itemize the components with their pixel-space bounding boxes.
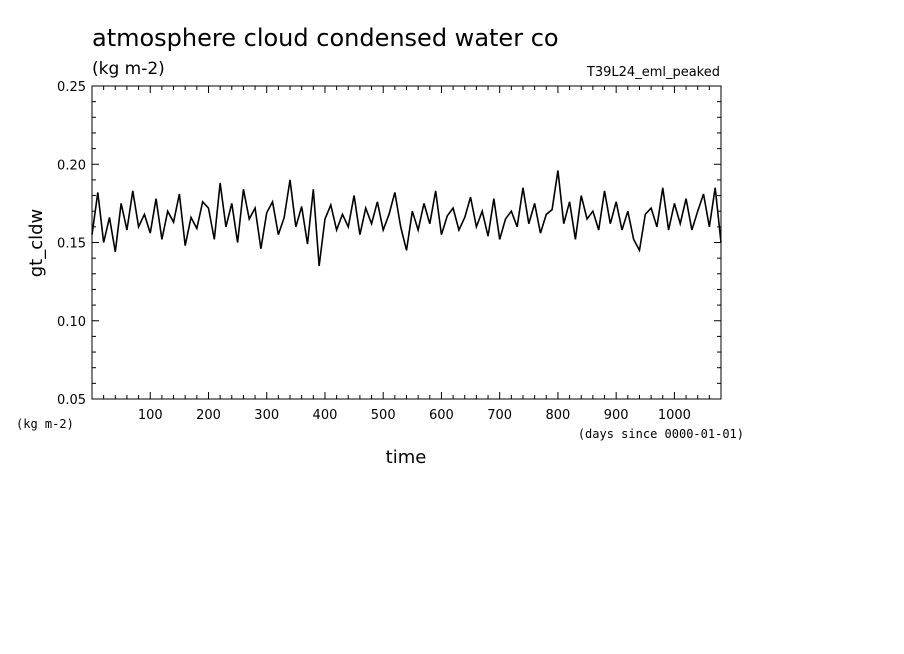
x-axis-units: (days since 0000-01-01): [578, 427, 744, 441]
x-tick-label: 900: [604, 408, 629, 423]
y-axis: 0.05 0.10 0.15 0.20 0.25: [57, 80, 721, 408]
y-tick-label: 0.05: [57, 393, 86, 408]
y-tick-label: 0.15: [57, 237, 86, 252]
x-tick-label: 200: [196, 408, 221, 423]
x-tick-label: 600: [429, 408, 454, 423]
run-label: T39L24_eml_peaked: [586, 65, 720, 80]
y-tick-label: 0.10: [57, 315, 86, 330]
x-tick-label: 500: [371, 408, 396, 423]
x-axis: 100 200 300 400 500 600 700 800 900 1000: [138, 86, 691, 423]
series-line: [91, 170, 722, 267]
x-tick-label: 1000: [658, 408, 691, 423]
chart-units: (kg m-2): [92, 59, 165, 79]
y-axis-label: gt_cldw: [26, 209, 47, 278]
x-tick-label: 300: [254, 408, 279, 423]
x-tick-label: 800: [546, 408, 571, 423]
y-units-corner: (kg m-2): [16, 417, 74, 431]
y-tick-label: 0.20: [57, 158, 86, 173]
minor-ticks: [92, 86, 721, 399]
x-axis-label: time: [386, 447, 427, 468]
chart-title: atmosphere cloud condensed water co: [92, 24, 559, 52]
x-tick-label: 700: [487, 408, 512, 423]
x-tick-label: 100: [138, 408, 163, 423]
y-tick-label: 0.25: [57, 80, 86, 95]
x-tick-label: 400: [313, 408, 338, 423]
